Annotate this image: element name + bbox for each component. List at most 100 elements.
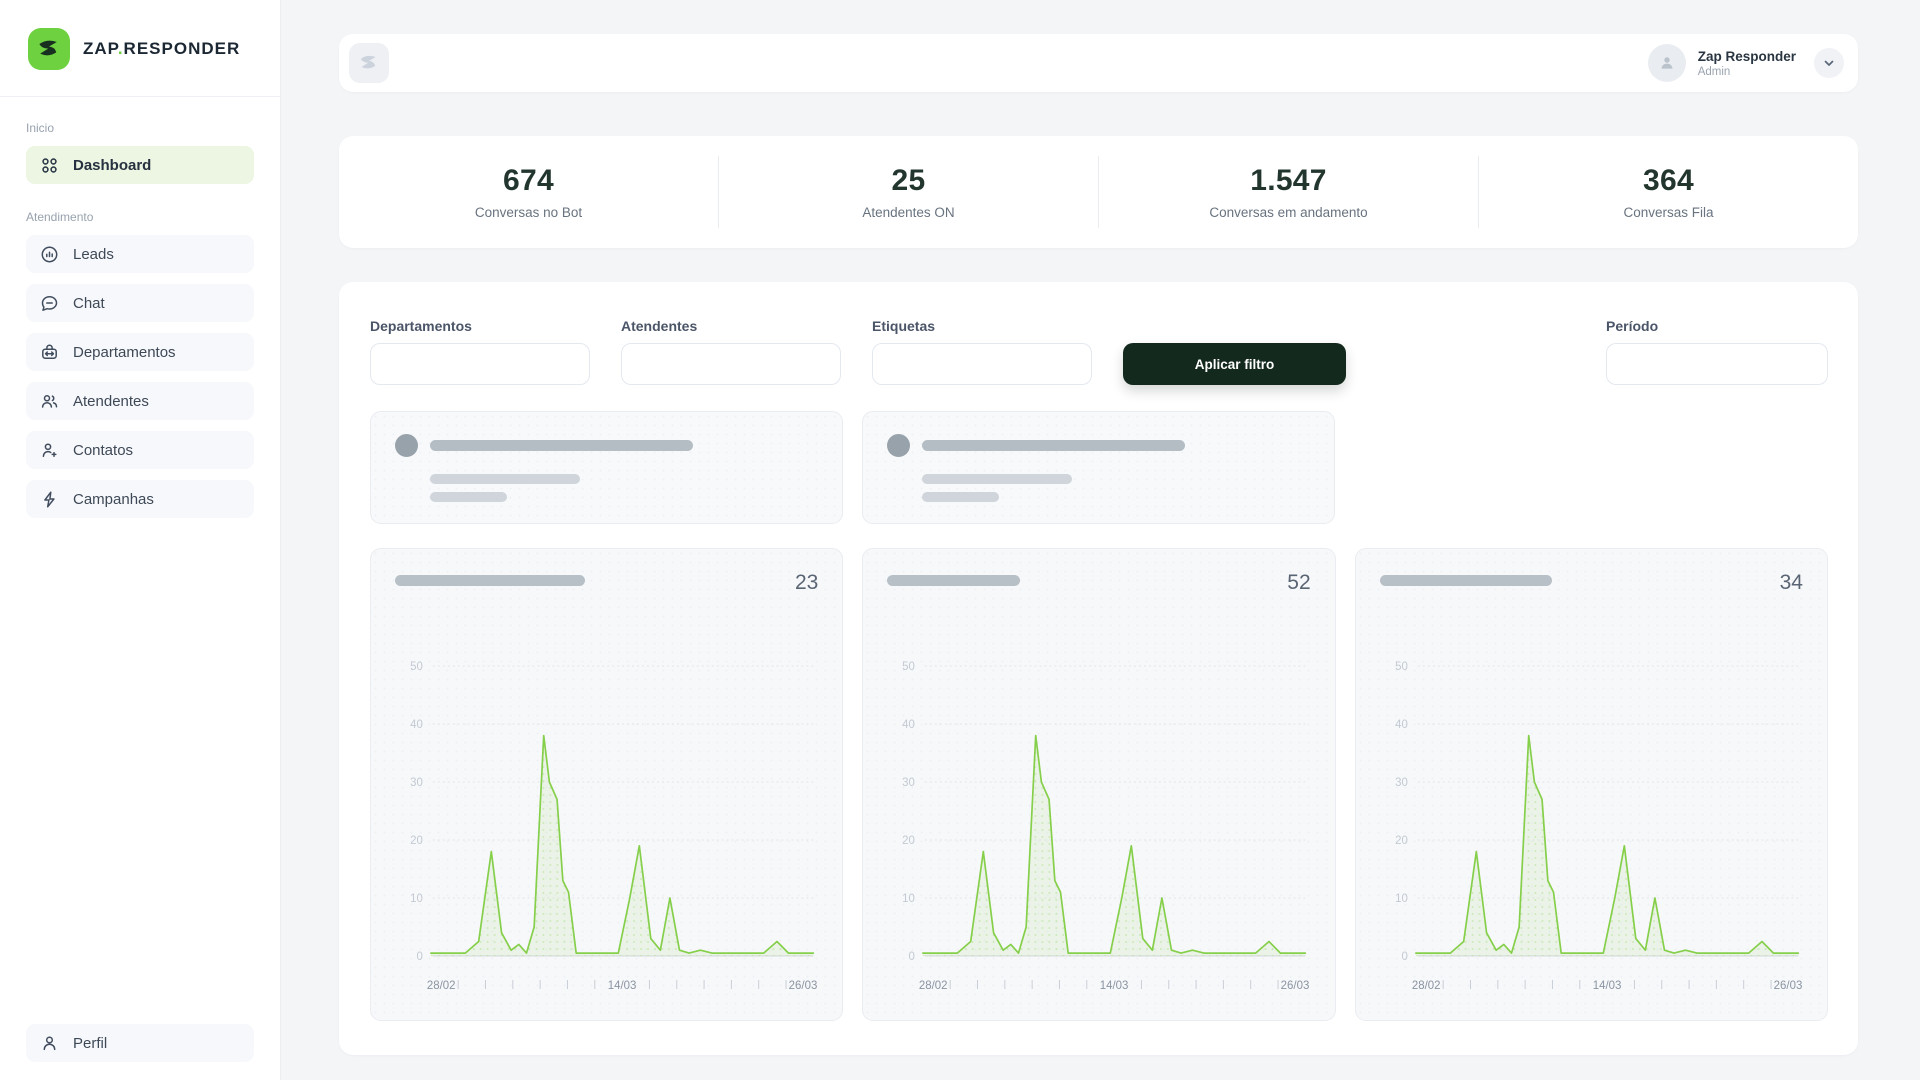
stat-value: 25 [891, 164, 926, 197]
skeleton-card [370, 411, 843, 524]
skeleton-row [370, 411, 1828, 524]
charts-row: 23 0 10 20 30 40 50 28/02 14/03 26/03 52 0 10 20 30… [370, 548, 1828, 1021]
chart-card-3: 34 0 10 20 30 40 50 28/02 14/03 26/03 [1354, 548, 1828, 1021]
sidebar-section-service: Atendimento [26, 210, 94, 224]
svg-text:50: 50 [1395, 661, 1408, 673]
sidebar-item-label: Leads [73, 245, 114, 263]
sidebar: ZAP.RESPONDER Inicio Dashboard Atendimen… [0, 0, 281, 1080]
svg-text:14/03: 14/03 [1592, 980, 1621, 992]
stat-conversas-fila: 364 Conversas Fila [1478, 156, 1858, 228]
svg-text:40: 40 [1395, 719, 1408, 731]
sidebar-item-dashboard[interactable]: Dashboard [26, 146, 254, 184]
filter-periodo: Período [1606, 318, 1828, 385]
svg-text:26/03: 26/03 [789, 980, 818, 992]
sidebar-item-label: Atendentes [73, 392, 149, 410]
user-menu[interactable]: Zap Responder Admin [1647, 44, 1844, 82]
departamentos-input[interactable] [370, 343, 590, 385]
svg-text:20: 20 [410, 835, 423, 847]
sidebar-item-departamentos[interactable]: Departamentos [26, 333, 254, 371]
svg-text:30: 30 [410, 777, 423, 789]
sidebar-item-label: Perfil [73, 1034, 108, 1052]
svg-text:28/02: 28/02 [427, 980, 456, 992]
filter-label: Atendentes [621, 318, 698, 334]
filter-label: Período [1606, 318, 1659, 334]
sidebar-item-leads[interactable]: Leads [26, 235, 254, 273]
svg-text:50: 50 [410, 661, 423, 673]
filter-etiquetas: Etiquetas [872, 318, 1092, 385]
atendentes-input[interactable] [621, 343, 841, 385]
svg-text:28/02: 28/02 [1412, 980, 1441, 992]
brand-name: ZAP.RESPONDER [83, 39, 241, 58]
chart-header: 34 [1379, 571, 1803, 611]
user-role: Admin [1697, 65, 1731, 78]
topbar: Zap Responder Admin [339, 34, 1858, 92]
stat-atendentes-on: 25 Atendentes ON [718, 156, 1098, 228]
skeleton-bar [430, 474, 580, 484]
chart-title-skeleton [887, 575, 1021, 586]
svg-text:0: 0 [1401, 951, 1407, 963]
svg-text:0: 0 [417, 951, 423, 963]
skeleton-avatar [395, 434, 418, 457]
dashboard-panel: Departamentos Atendentes Etiquetas Aplic… [339, 282, 1858, 1055]
stat-label: Conversas Fila [1623, 205, 1714, 220]
filter-departamentos: Departamentos [370, 318, 590, 385]
chart-card-1: 23 0 10 20 30 40 50 28/02 14/03 26/03 [370, 548, 844, 1021]
sidebar-item-campanhas[interactable]: Campanhas [26, 480, 254, 518]
sidebar-section-home: Inicio [26, 121, 55, 135]
svg-text:10: 10 [1395, 893, 1408, 905]
sidebar-item-perfil[interactable]: Perfil [26, 1024, 254, 1062]
stat-label: Conversas no Bot [474, 205, 583, 220]
svg-text:50: 50 [902, 661, 915, 673]
svg-text:10: 10 [902, 893, 915, 905]
chart-header: 23 [395, 571, 818, 611]
chart-header: 52 [887, 571, 1311, 611]
sidebar-item-label: Dashboard [73, 156, 152, 174]
chevron-down-icon[interactable] [1814, 48, 1844, 78]
chat-bubble-icon [41, 295, 58, 311]
user-info: Zap Responder Admin [1698, 49, 1796, 78]
sidebar-item-label: Campanhas [73, 490, 154, 508]
svg-text:20: 20 [1395, 835, 1408, 847]
chart-title-skeleton [1379, 575, 1552, 586]
user-plus-icon [42, 442, 57, 457]
line-chart: 0 10 20 30 40 50 28/02 14/03 26/03 [410, 661, 818, 992]
chart-title-skeleton [395, 575, 585, 586]
leads-icon [41, 246, 58, 262]
etiquetas-input[interactable] [872, 343, 1092, 385]
skeleton-bar [922, 474, 1072, 484]
svg-text:14/03: 14/03 [608, 980, 637, 992]
sidebar-item-label: Chat [73, 294, 105, 312]
skeleton-avatar [887, 434, 910, 457]
apply-filter-button[interactable]: Aplicar filtro [1123, 343, 1346, 385]
sidebar-item-contatos[interactable]: Contatos [26, 431, 254, 469]
svg-text:40: 40 [902, 719, 915, 731]
topbar-logo-icon [349, 43, 389, 83]
svg-text:14/03: 14/03 [1100, 980, 1129, 992]
stat-value: 1.547 [1250, 164, 1327, 197]
stat-value: 674 [503, 164, 554, 197]
stat-label: Conversas em andamento [1209, 205, 1368, 220]
svg-text:28/02: 28/02 [919, 980, 948, 992]
skeleton-bar [430, 492, 507, 502]
svg-text:40: 40 [410, 719, 423, 731]
grid-icon [42, 157, 57, 173]
brand-dot: . [117, 39, 124, 58]
skeleton-bar [430, 440, 693, 451]
svg-text:30: 30 [1395, 777, 1408, 789]
svg-text:10: 10 [410, 893, 423, 905]
svg-text:0: 0 [909, 951, 915, 963]
users-icon [41, 394, 58, 408]
sidebar-item-atendentes[interactable]: Atendentes [26, 382, 254, 420]
stat-label: Atendentes ON [862, 205, 955, 220]
sidebar-item-chat[interactable]: Chat [26, 284, 254, 322]
line-chart: 0 10 20 30 40 50 28/02 14/03 26/03 [902, 661, 1310, 992]
stat-value: 364 [1643, 164, 1694, 197]
svg-text:26/03: 26/03 [1281, 980, 1310, 992]
lightning-icon [44, 490, 55, 508]
briefcase-icon [42, 344, 57, 359]
chart-total: 34 [1779, 571, 1803, 594]
skeleton-bar [922, 440, 1185, 451]
periodo-input[interactable] [1606, 343, 1828, 385]
stat-conversas-bot: 674 Conversas no Bot [339, 156, 718, 228]
stats-summary: 674 Conversas no Bot 25 Atendentes ON 1.… [339, 136, 1858, 248]
